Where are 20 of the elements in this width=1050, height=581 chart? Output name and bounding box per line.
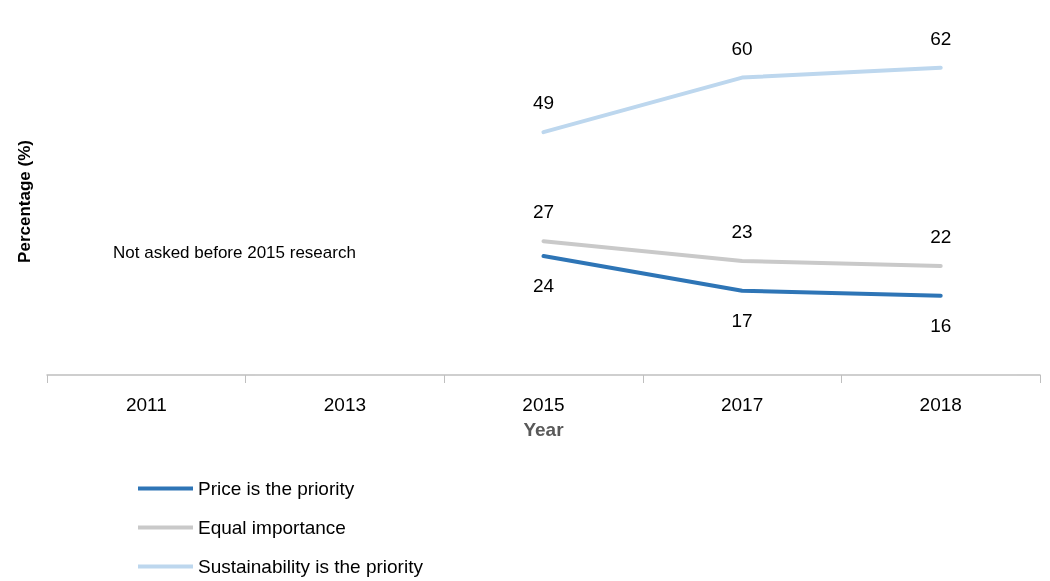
annotation: Not asked before 2015 research bbox=[113, 243, 356, 262]
x-tick-label: 2015 bbox=[522, 394, 565, 415]
data-label: 49 bbox=[532, 92, 555, 114]
data-label: 22 bbox=[930, 225, 952, 247]
x-tick-label: 2018 bbox=[919, 394, 962, 415]
data-label: 24 bbox=[532, 275, 555, 297]
data-label: 16 bbox=[930, 314, 952, 336]
y-axis-title: Percentage (%) bbox=[15, 140, 34, 263]
data-label: 60 bbox=[731, 37, 753, 59]
x-axis-title: Year bbox=[523, 419, 565, 440]
x-tick-label: 2013 bbox=[323, 394, 367, 415]
data-label: 17 bbox=[731, 309, 753, 331]
x-tick-label: 2017 bbox=[720, 394, 764, 415]
data-label: 62 bbox=[930, 27, 952, 49]
data-label: 27 bbox=[532, 201, 555, 223]
x-tick-label: 2011 bbox=[125, 394, 167, 415]
legend-label: Price is the priority bbox=[198, 478, 355, 499]
legend-label: Equal importance bbox=[198, 517, 346, 538]
legend-label: Sustainability is the priority bbox=[198, 556, 424, 577]
data-label: 23 bbox=[731, 220, 753, 242]
